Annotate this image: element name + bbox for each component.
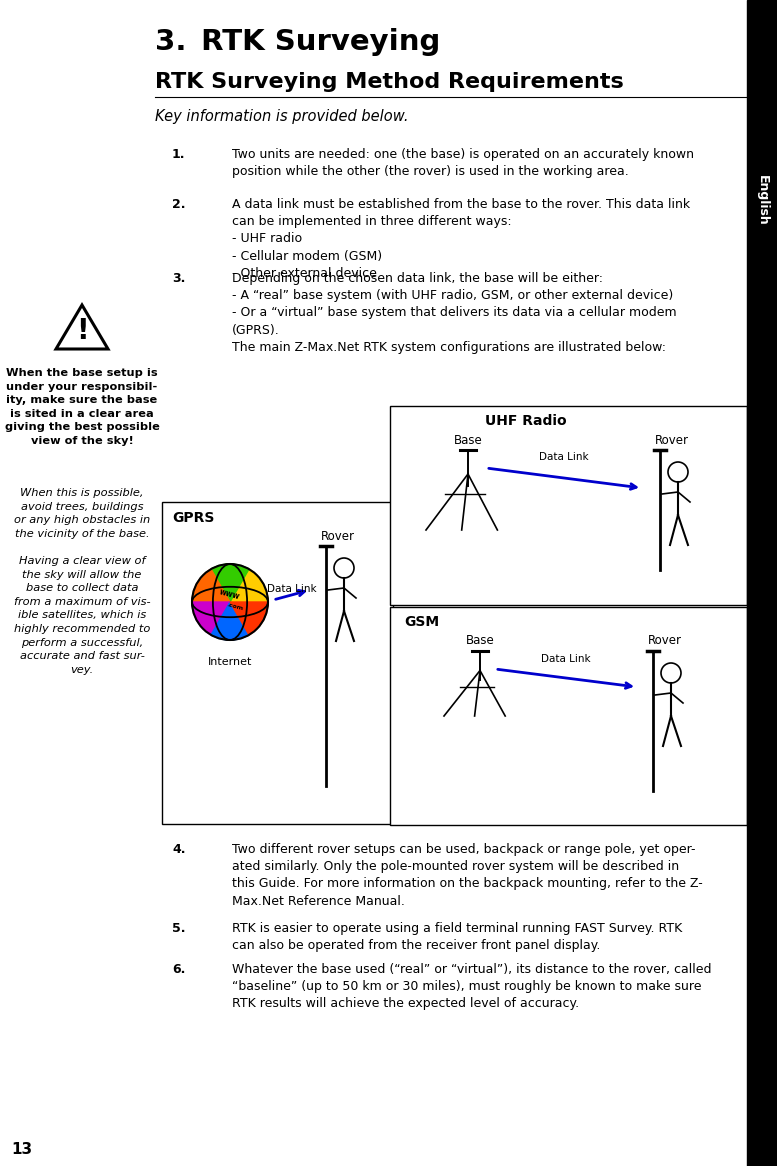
Bar [747,0,777,1166]
Text: GPRS: GPRS [172,511,214,525]
Text: A data link must be established from the base to the rover. This data link
can b: A data link must be established from the… [232,198,690,280]
Text: Depending on the chosen data link, the base will be either:
- A “real” base syst: Depending on the chosen data link, the b… [232,272,677,353]
Text: 6.: 6. [172,963,186,976]
Text: English: English [755,175,768,225]
Text: 13: 13 [12,1143,33,1158]
Text: Rover: Rover [648,634,682,647]
Text: RTK Surveying Method Requirements: RTK Surveying Method Requirements [155,72,624,92]
Text: Internet: Internet [207,656,253,667]
Text: Rover: Rover [321,529,355,542]
Wedge shape [192,602,230,635]
Text: Base: Base [454,434,483,447]
Wedge shape [230,569,268,602]
Text: Base: Base [465,634,494,647]
Text: Key information is provided below.: Key information is provided below. [155,108,409,124]
Text: 2.: 2. [172,198,186,211]
Text: When this is possible,
avoid trees, buildings
or any high obstacles in
the vicin: When this is possible, avoid trees, buil… [14,489,150,675]
Text: Data Link: Data Link [539,452,589,462]
Wedge shape [230,602,268,635]
Text: Whatever the base used (“real” or “virtual”), its distance to the rover, called
: Whatever the base used (“real” or “virtu… [232,963,712,1011]
Text: When the base setup is
under your responsibil-
ity, make sure the base
is sited : When the base setup is under your respon… [5,368,159,447]
Text: UHF Radio: UHF Radio [485,414,566,428]
Text: RTK is easier to operate using a field terminal running FAST Survey. RTK
can als: RTK is easier to operate using a field t… [232,922,682,953]
Text: 4.: 4. [172,843,186,856]
Bar [390,406,747,605]
Text: 3. RTK Surveying: 3. RTK Surveying [155,28,441,56]
Bar [162,503,393,824]
Text: www: www [218,586,242,600]
Wedge shape [192,569,230,602]
Text: Data Link: Data Link [267,584,316,593]
Text: 1.: 1. [172,148,186,161]
Text: GSM: GSM [404,614,439,628]
Text: 5.: 5. [172,922,186,935]
Wedge shape [211,564,249,602]
Text: 3.: 3. [172,272,186,285]
Wedge shape [211,602,249,640]
Text: Data Link: Data Link [542,654,591,663]
Text: Two different rover setups can be used, backpack or range pole, yet oper-
ated s: Two different rover setups can be used, … [232,843,702,907]
Text: !: ! [75,317,89,345]
Text: Rover: Rover [655,434,689,447]
Bar [390,607,747,826]
Text: Two units are needed: one (the base) is operated on an accurately known
position: Two units are needed: one (the base) is … [232,148,694,178]
Text: .com: .com [226,603,244,612]
